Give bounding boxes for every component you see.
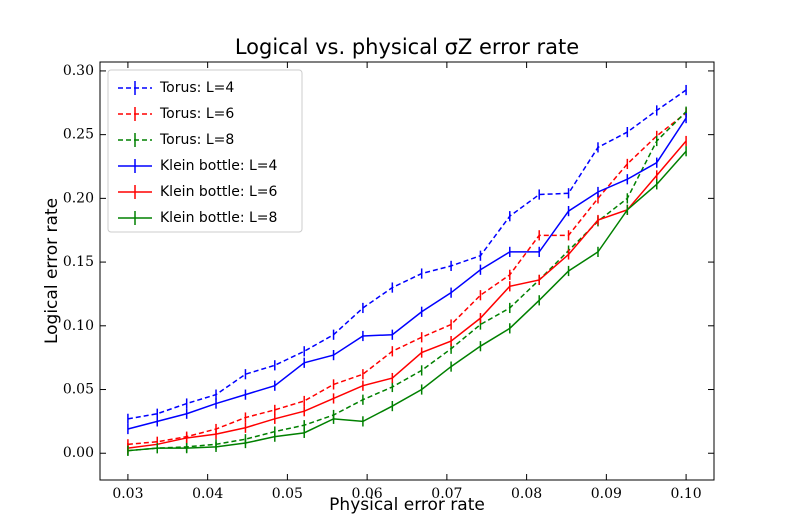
x-axis-label: Physical error rate <box>329 495 485 515</box>
legend-label: Klein bottle: L=4 <box>160 158 278 174</box>
legend-label: Klein bottle: L=6 <box>160 184 278 200</box>
series-line <box>127 140 687 449</box>
series-line <box>127 150 687 452</box>
chart-title: Logical vs. physical σZ error rate <box>235 35 579 59</box>
series-line <box>127 89 687 420</box>
series-line <box>127 111 687 452</box>
y-tick-label: 0.25 <box>63 127 94 143</box>
plot-frame <box>99 61 715 481</box>
x-tick-label: 0.10 <box>671 486 702 502</box>
x-tick-label: 0.05 <box>272 486 303 502</box>
x-tick-label: 0.08 <box>511 486 542 502</box>
y-tick-label: 0.20 <box>63 190 94 206</box>
series-line <box>127 112 687 446</box>
series-line <box>127 117 687 430</box>
x-tick-label: 0.09 <box>591 486 622 502</box>
y-axis-label: Logical error rate <box>42 198 62 344</box>
legend-label: Torus: L=6 <box>159 106 234 122</box>
legend-label: Torus: L=4 <box>159 80 234 96</box>
y-tick-label: 0.10 <box>63 318 94 334</box>
x-tick-label: 0.03 <box>112 486 143 502</box>
legend-label: Klein bottle: L=8 <box>160 210 277 226</box>
legend: Torus: L=4 Torus: L=6 Torus: L=8 Klein bott… <box>107 69 303 233</box>
y-tick-label: 0.15 <box>63 254 94 270</box>
legend-label: Torus: L=8 <box>159 132 234 148</box>
x-tick-label: 0.04 <box>192 486 223 502</box>
y-tick-label: 0.30 <box>63 63 94 79</box>
y-tick-label: 0.05 <box>63 382 94 398</box>
x-tick-label: 0.06 <box>352 486 383 502</box>
x-tick-label: 0.07 <box>431 486 462 502</box>
legend-box <box>107 69 303 233</box>
y-tick-label: 0.00 <box>63 445 94 461</box>
